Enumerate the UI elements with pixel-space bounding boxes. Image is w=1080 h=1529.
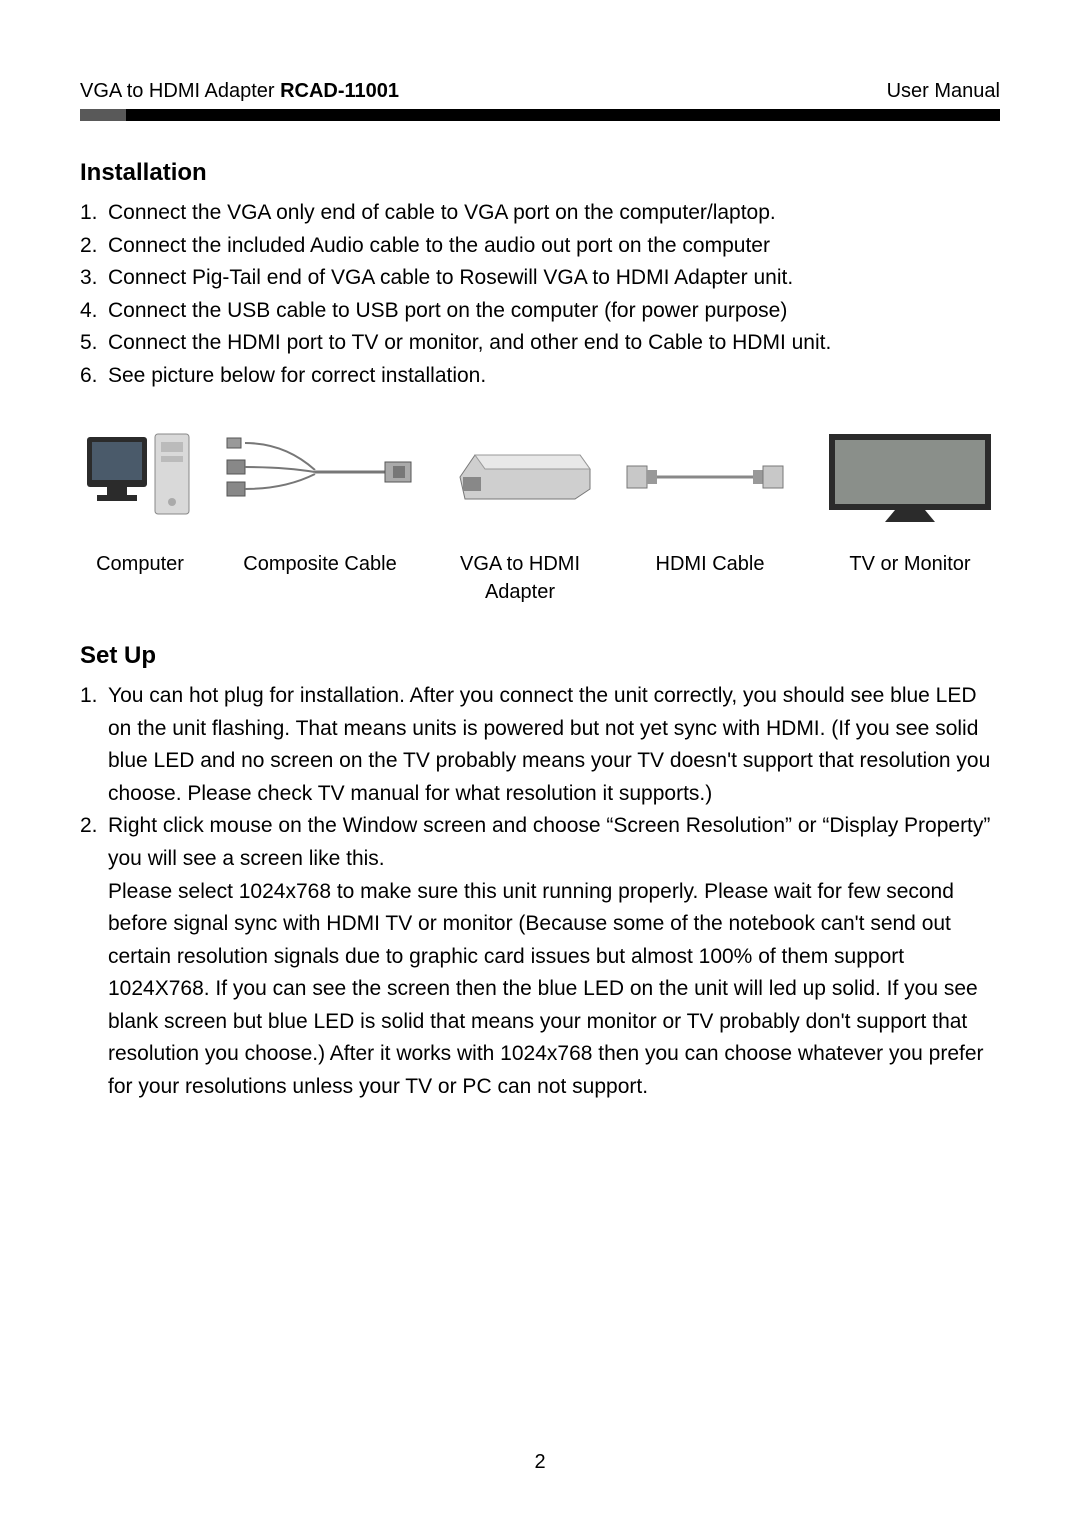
computer-icon xyxy=(85,432,195,522)
diagram-computer: Computer xyxy=(80,432,200,578)
diagram-caption: HDMI Cable xyxy=(656,550,765,578)
manual-page: VGA to HDMI Adapter RCAD-11001 User Manu… xyxy=(0,0,1080,1529)
diagram-caption: Composite Cable xyxy=(243,550,396,578)
setup-heading: Set Up xyxy=(80,642,1000,670)
page-header: VGA to HDMI Adapter RCAD-11001 User Manu… xyxy=(80,80,1000,103)
setup-step: 1.You can hot plug for installation. Aft… xyxy=(80,680,1000,810)
diagram-caption: TV or Monitor xyxy=(849,550,970,578)
product-title: VGA to HDMI Adapter RCAD-11001 xyxy=(80,80,399,103)
hdmi-cable-icon xyxy=(625,452,795,502)
install-step: 3.Connect Pig-Tail end of VGA cable to R… xyxy=(80,262,1000,295)
tv-icon xyxy=(825,430,995,525)
setup-steps: 1.You can hot plug for installation. Aft… xyxy=(80,680,1000,1103)
installation-steps: 1.Connect the VGA only end of cable to V… xyxy=(80,197,1000,392)
diagram-caption: VGA to HDMI Adapter xyxy=(460,550,580,606)
installation-heading: Installation xyxy=(80,159,1000,187)
install-step: 6.See picture below for correct installa… xyxy=(80,360,1000,393)
product-prefix: VGA to HDMI Adapter xyxy=(80,80,280,102)
product-model: RCAD-11001 xyxy=(280,80,399,102)
install-step: 2.Connect the included Audio cable to th… xyxy=(80,230,1000,263)
diagram-hdmi-cable: HDMI Cable xyxy=(620,432,800,578)
page-number: 2 xyxy=(0,1451,1080,1474)
adapter-icon xyxy=(445,437,595,517)
diagram-caption: Computer xyxy=(96,550,184,578)
diagram-tv: TV or Monitor xyxy=(820,432,1000,578)
header-rule xyxy=(80,109,1000,121)
installation-diagram: Computer Composite xyxy=(80,432,1000,606)
diagram-composite-cable: Composite Cable xyxy=(220,432,420,578)
install-step: 5.Connect the HDMI port to TV or monitor… xyxy=(80,327,1000,360)
doc-type: User Manual xyxy=(887,80,1000,103)
install-step: 1.Connect the VGA only end of cable to V… xyxy=(80,197,1000,230)
install-step: 4.Connect the USB cable to USB port on t… xyxy=(80,295,1000,328)
setup-step: 2.Right click mouse on the Window screen… xyxy=(80,810,1000,1103)
composite-cable-icon xyxy=(225,432,415,522)
diagram-adapter: VGA to HDMI Adapter xyxy=(440,432,600,606)
